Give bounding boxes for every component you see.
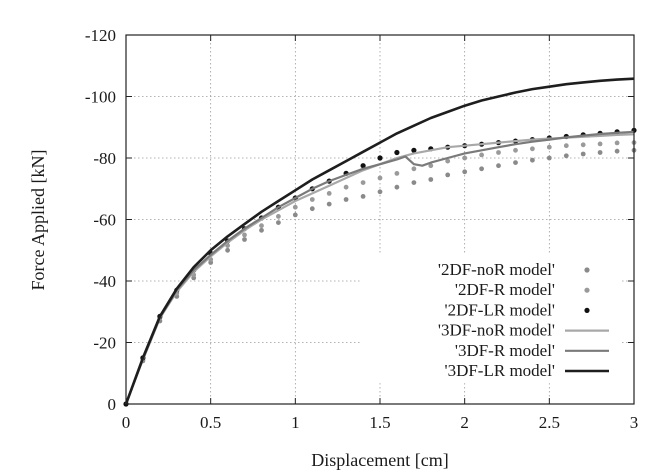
data-point (428, 177, 434, 182)
data-point (343, 197, 349, 202)
legend-label: '2DF-LR model' (445, 300, 555, 319)
data-point (411, 166, 417, 172)
data-point (343, 184, 349, 190)
series-line (124, 130, 635, 405)
data-point (580, 151, 586, 157)
data-point (242, 232, 247, 238)
legend-background (360, 254, 622, 384)
data-point (496, 150, 501, 155)
data-point (428, 163, 434, 169)
data-point (580, 142, 586, 148)
data-point (394, 149, 400, 156)
data-point (259, 223, 264, 229)
data-point (496, 163, 501, 169)
legend-swatch (584, 287, 590, 293)
legend-item: '3DF-R model' (455, 341, 609, 360)
legend-item: '3DF-noR model' (438, 321, 609, 340)
data-point (479, 152, 484, 158)
data-point (360, 194, 366, 199)
x-tick-label: 2 (460, 413, 469, 432)
data-point (394, 171, 400, 176)
data-point (563, 153, 569, 159)
data-point (462, 169, 468, 175)
data-point (546, 144, 552, 150)
x-tick-label: 0 (122, 413, 131, 432)
legend-swatch (584, 307, 590, 313)
legend-item: '2DF-R model' (455, 280, 590, 299)
data-point (462, 155, 468, 161)
data-point (292, 204, 298, 210)
data-point (377, 175, 383, 181)
data-point (546, 155, 552, 161)
data-point (597, 141, 603, 147)
data-point (563, 143, 569, 149)
y-tick-label: -60 (93, 211, 116, 230)
x-tick-label: 1 (291, 413, 300, 432)
legend-label: '3DF-noR model' (438, 321, 555, 340)
data-point (259, 227, 264, 233)
data-point (614, 148, 620, 154)
data-point (276, 220, 281, 226)
data-point (513, 147, 518, 153)
x-tick-label: 1.5 (369, 413, 390, 432)
data-point (377, 189, 383, 195)
data-point (530, 157, 535, 163)
x-tick-label: 3 (630, 413, 639, 432)
data-point (445, 172, 451, 178)
data-point (479, 166, 484, 172)
y-tick-label: -20 (93, 334, 116, 353)
data-point (597, 150, 603, 155)
legend-label: '2DF-R model' (455, 280, 555, 299)
data-point (326, 201, 332, 207)
series-line (124, 77, 635, 405)
data-point (377, 155, 383, 161)
data-point (309, 206, 315, 212)
series-6 (124, 77, 635, 405)
data-point (411, 180, 417, 186)
legend-swatch (584, 267, 590, 273)
data-point (225, 247, 231, 253)
data-point (411, 147, 417, 153)
y-tick-label: -120 (85, 26, 116, 45)
y-tick-label: -40 (93, 272, 116, 291)
plot-series (123, 77, 637, 407)
data-point (276, 214, 281, 219)
data-point (614, 140, 620, 146)
ticks: 0 0.5 1 1.5 2 2.5 3 -120 -100 -80 -60 -40 -20 0 (85, 26, 638, 432)
data-point (309, 197, 315, 202)
y-tick-label: -80 (93, 149, 116, 168)
legend-label: '3DF-R model' (455, 341, 555, 360)
x-axis-label: Displacement [cm] (311, 450, 448, 470)
data-point (530, 146, 535, 152)
data-point (326, 191, 332, 196)
legend-label: '2DF-noR model' (438, 260, 555, 279)
x-tick-label: 2.5 (539, 413, 560, 432)
data-point (242, 237, 247, 242)
data-point (394, 184, 400, 190)
legend-item: '2DF-noR model' (438, 260, 590, 279)
data-point (445, 158, 451, 164)
data-point (513, 160, 518, 166)
y-tick-label: 0 (108, 395, 117, 414)
data-point (292, 212, 298, 218)
data-point (360, 180, 366, 186)
legend-label: '3DF-LR model' (445, 361, 555, 380)
legend: '2DF-noR model''2DF-R model''2DF-LR mode… (360, 254, 622, 384)
y-tick-label: -100 (85, 88, 116, 107)
legend-item: '3DF-LR model' (445, 361, 609, 380)
data-point (360, 163, 366, 169)
x-tick-label: 0.5 (200, 413, 221, 432)
y-axis-label: Force Applied [kN] (28, 150, 48, 291)
legend-item: '2DF-LR model' (445, 300, 590, 319)
series-5 (124, 130, 635, 405)
grid (126, 35, 634, 404)
